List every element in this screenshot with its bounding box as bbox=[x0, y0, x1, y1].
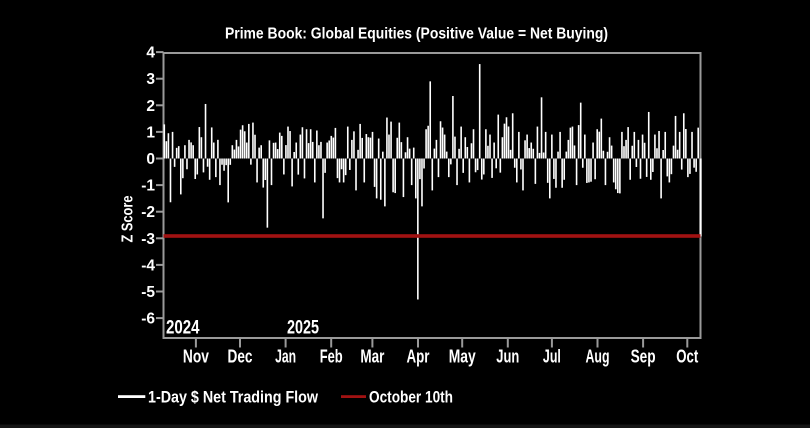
svg-text:Z Score: Z Score bbox=[120, 195, 137, 242]
svg-text:1-Day $ Net Trading Flow: 1-Day $ Net Trading Flow bbox=[148, 388, 319, 407]
svg-text:-4: -4 bbox=[141, 257, 155, 274]
svg-text:Apr: Apr bbox=[407, 347, 430, 367]
svg-text:2: 2 bbox=[146, 98, 155, 115]
svg-text:Jan: Jan bbox=[275, 347, 296, 367]
svg-text:-2: -2 bbox=[141, 204, 155, 221]
svg-text:3: 3 bbox=[146, 71, 155, 88]
svg-text:-5: -5 bbox=[141, 284, 155, 301]
svg-text:Prime Book: Global Equities (P: Prime Book: Global Equities (Positive Va… bbox=[225, 26, 608, 43]
svg-text:October 10th: October 10th bbox=[369, 388, 453, 407]
svg-text:1: 1 bbox=[146, 124, 155, 141]
svg-text:Jul: Jul bbox=[543, 347, 561, 367]
svg-text:Aug: Aug bbox=[586, 347, 610, 367]
svg-text:Oct: Oct bbox=[676, 347, 698, 367]
svg-text:Mar: Mar bbox=[360, 347, 384, 367]
svg-text:-1: -1 bbox=[141, 178, 155, 195]
svg-text:Feb: Feb bbox=[320, 347, 343, 367]
svg-text:Nov: Nov bbox=[183, 347, 209, 367]
svg-text:2025: 2025 bbox=[287, 317, 319, 339]
svg-text:2024: 2024 bbox=[166, 317, 200, 339]
svg-text:May: May bbox=[449, 347, 476, 367]
svg-text:-3: -3 bbox=[141, 231, 155, 248]
svg-text:Dec: Dec bbox=[228, 347, 253, 367]
svg-text:Sep: Sep bbox=[631, 347, 656, 367]
svg-text:0: 0 bbox=[146, 151, 155, 168]
svg-text:4: 4 bbox=[146, 45, 155, 62]
svg-text:-6: -6 bbox=[141, 311, 155, 328]
svg-text:Jun: Jun bbox=[496, 347, 519, 367]
